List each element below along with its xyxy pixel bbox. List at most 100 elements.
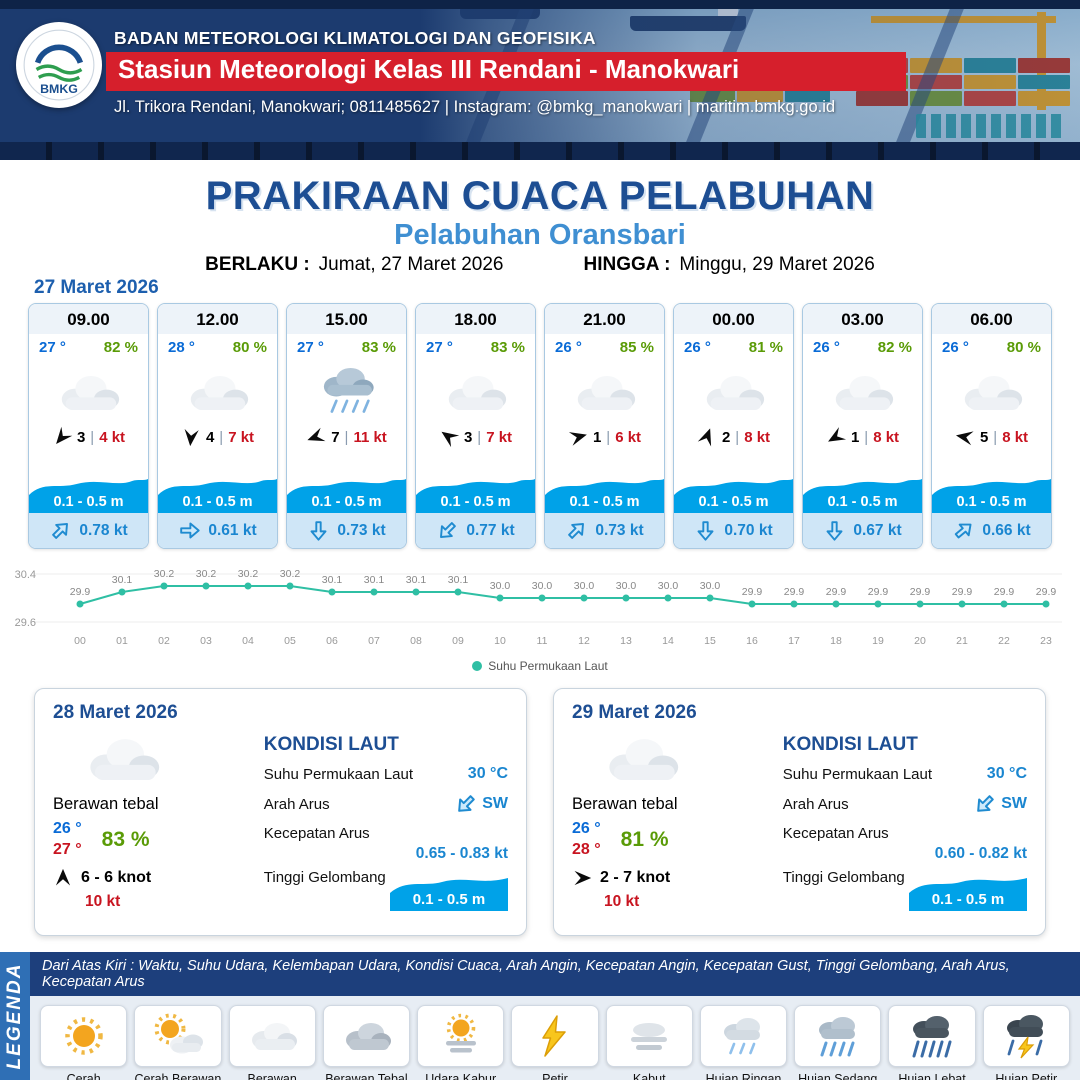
legend-dot-icon — [472, 661, 483, 671]
relative-humidity: 82 % — [877, 339, 912, 356]
wind-gust-value: 8 kt — [873, 428, 900, 446]
forecast-card: 15.00 27 ° 83 % 7 | 11 kt — [286, 303, 407, 549]
legend-item: Hujan Sedang — [794, 1005, 882, 1080]
current-speed-value: 0.61 kt — [208, 521, 257, 539]
daily-summary-row: 28 Maret 2026 Berawan tebal 26 ° 27 ° 83… — [34, 688, 1046, 936]
svg-text:13: 13 — [620, 635, 632, 647]
svg-text:04: 04 — [242, 635, 254, 647]
sst-value: 30 °C — [986, 765, 1027, 782]
wind-row: 2 | 8 kt — [674, 427, 793, 447]
current-speed-label: Kecepatan Arus — [263, 825, 370, 842]
port-name: Pelabuhan Oransbari — [394, 219, 686, 251]
weather-icon-slot — [932, 358, 1051, 426]
svg-text:BMKG: BMKG — [40, 82, 78, 96]
current-speed-range: 0.65 - 0.83 kt — [415, 845, 508, 862]
forecast-time: 06.00 — [932, 304, 1051, 334]
svg-text:06: 06 — [326, 635, 338, 647]
svg-text:09: 09 — [452, 635, 464, 647]
legend-strip: LEGENDA — [0, 952, 30, 1080]
wave-height-value: 0.1 - 0.5 m — [440, 494, 511, 510]
wind-speed-value: 1 — [592, 428, 602, 446]
temp-humidity-row: 26 ° 81 % — [674, 334, 793, 356]
validity-row: BERLAKU : Jumat, 27 Maret 2026 HINGGA : … — [0, 254, 1080, 276]
wave-height-band: 0.1 - 0.5 m — [29, 469, 148, 513]
wave-height-value: 0.1 - 0.5 m — [698, 494, 769, 510]
current-speed-value: 0.66 kt — [982, 521, 1031, 539]
svg-text:30.0: 30.0 — [658, 580, 679, 592]
forecast-time: 21.00 — [545, 304, 664, 334]
day-date: 29 Maret 2026 — [572, 702, 697, 723]
station-name: Stasiun Meteorologi Kelas III Rendani - … — [106, 52, 906, 91]
forecast-card: 18.00 27 ° 83 % 3 | 7 kt — [415, 303, 536, 549]
current-row: 0.67 kt — [803, 513, 922, 548]
wind-gust-value: 7 kt — [228, 428, 255, 446]
legend-items-row: Cerah Cerah Berawan Berawan — [30, 996, 1080, 1080]
wave-height-value: 0.1 - 0.5 m — [311, 494, 382, 510]
bmkg-logo: BMKG — [16, 22, 102, 108]
gust-speed: 10 kt — [604, 892, 640, 910]
svg-text:30.0: 30.0 — [574, 580, 595, 592]
current-row: 0.73 kt — [545, 513, 664, 548]
current-speed-value: 0.67 kt — [853, 521, 902, 539]
sea-condition-heading: KONDISI LAUT — [782, 734, 918, 755]
wave-height-band: 0.1 - 0.5 m — [158, 469, 277, 513]
wind-gust-value: 6 kt — [615, 428, 642, 446]
cloudy-weather-icon — [699, 370, 769, 415]
relative-humidity: 85 % — [619, 339, 654, 356]
current-row: 0.70 kt — [674, 513, 793, 548]
wind-row: 3 | 4 kt — [29, 426, 148, 447]
current-row: 0.77 kt — [416, 513, 535, 548]
heavy-rain-icon — [888, 1005, 976, 1067]
svg-text:30.4: 30.4 — [15, 569, 36, 581]
svg-text:30.0: 30.0 — [532, 580, 553, 592]
temp-humidity-row: 26 ° 80 % — [932, 334, 1051, 356]
air-temperature: 27 ° — [297, 339, 324, 356]
air-temperature: 26 ° — [684, 339, 711, 356]
wave-shape — [803, 479, 922, 513]
svg-text:30.1: 30.1 — [406, 574, 427, 586]
wave-height-label: Tinggi Gelombang — [263, 869, 386, 886]
current-direction-icon — [969, 788, 1002, 821]
forecast-time: 18.00 — [416, 304, 535, 334]
svg-text:19: 19 — [872, 635, 884, 647]
current-direction-label: Arah Arus — [782, 795, 849, 813]
current-speed-label: Kecepatan Arus — [782, 825, 889, 842]
temp-humidity-row: 26 ° 82 % — [803, 334, 922, 356]
day-weather-column: Berawan tebal 26 ° 28 ° 81 % 2 - 7 knot — [572, 724, 777, 911]
separator: | — [606, 428, 611, 446]
air-temperature: 27 ° — [426, 339, 453, 356]
svg-text:30.0: 30.0 — [700, 580, 721, 592]
wave-height-value: 0.1 - 0.5 m — [569, 494, 640, 510]
sst-value: 30 °C — [467, 765, 508, 782]
air-temperature: 27 ° — [39, 339, 66, 356]
relative-humidity: 80 % — [232, 339, 267, 356]
svg-text:30.0: 30.0 — [490, 580, 511, 592]
legend-item: Kabut — [605, 1005, 693, 1080]
forecast-time: 00.00 — [674, 304, 793, 334]
svg-text:29.9: 29.9 — [910, 586, 931, 598]
current-direction-icon — [450, 788, 483, 821]
svg-text:29.9: 29.9 — [994, 586, 1015, 598]
sea-condition-column: KONDISI LAUT Suhu Permukaan Laut 30 °C A… — [258, 724, 508, 911]
wave-shape — [909, 878, 1027, 911]
temp-max: 27 ° — [53, 840, 82, 858]
temp-humidity-row: 27 ° 83 % — [287, 334, 406, 356]
current-direction-icon — [178, 520, 201, 541]
cloud-icon — [228, 1005, 316, 1067]
hourly-forecast-row: 09.00 27 ° 82 % 3 | 4 kt — [28, 303, 1052, 549]
air-temperature: 26 ° — [813, 339, 840, 356]
svg-text:10: 10 — [494, 635, 506, 647]
relative-humidity: 81 % — [748, 339, 783, 356]
day-date: 28 Maret 2026 — [53, 702, 178, 723]
svg-text:30.1: 30.1 — [322, 574, 343, 586]
medium-rain-icon — [794, 1005, 882, 1067]
current-direction-value: SW — [482, 795, 508, 812]
temp-humidity-row: 28 ° 80 % — [158, 334, 277, 356]
svg-text:15: 15 — [704, 635, 716, 647]
current-direction-icon — [824, 519, 845, 542]
svg-text:18: 18 — [830, 635, 842, 647]
svg-text:22: 22 — [998, 635, 1010, 647]
current-row: 0.73 kt — [287, 513, 406, 548]
wind-direction-icon — [572, 868, 592, 888]
wind-range: 6 - 6 knot — [81, 868, 152, 886]
